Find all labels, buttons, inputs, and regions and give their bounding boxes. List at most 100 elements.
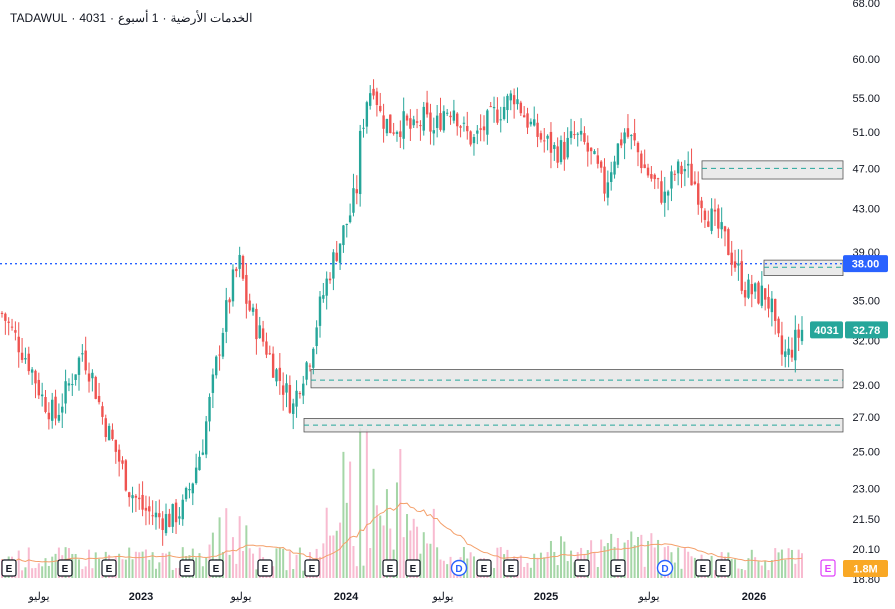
earnings-event-marker[interactable]: E bbox=[257, 559, 273, 577]
candle bbox=[144, 495, 148, 526]
candle bbox=[690, 148, 693, 186]
candle bbox=[14, 321, 17, 341]
candle bbox=[369, 85, 372, 110]
volume-bar bbox=[523, 566, 526, 578]
candle bbox=[74, 374, 77, 386]
volume-bar bbox=[278, 547, 281, 578]
volume-bar bbox=[636, 536, 639, 578]
candle bbox=[24, 347, 27, 364]
earnings-event-marker[interactable]: E bbox=[382, 559, 398, 577]
candle bbox=[134, 493, 138, 513]
candle bbox=[415, 108, 419, 129]
price-zone[interactable] bbox=[310, 369, 844, 389]
candle bbox=[422, 101, 425, 136]
candle bbox=[697, 171, 700, 215]
dividend-event-marker[interactable]: D bbox=[450, 559, 468, 577]
candle bbox=[680, 161, 683, 188]
candle bbox=[111, 423, 114, 441]
volume-bar bbox=[298, 547, 301, 578]
volume-bar bbox=[760, 565, 763, 578]
candle bbox=[760, 271, 764, 309]
svg-text:E: E bbox=[184, 564, 191, 575]
candle bbox=[469, 130, 472, 147]
candle bbox=[630, 134, 633, 150]
candle bbox=[127, 491, 131, 507]
volume-bar bbox=[134, 551, 137, 578]
volume-bar bbox=[764, 560, 767, 578]
candle bbox=[47, 402, 51, 430]
candle bbox=[251, 303, 255, 316]
earnings-event-marker[interactable]: E bbox=[304, 559, 320, 577]
earnings-event-marker[interactable]: E bbox=[610, 559, 626, 577]
earnings-event-marker[interactable]: E bbox=[57, 559, 73, 577]
dividend-event-marker[interactable]: D bbox=[656, 559, 674, 577]
candle bbox=[553, 142, 556, 161]
price-zone[interactable] bbox=[701, 160, 844, 180]
earnings-event-marker[interactable]: E bbox=[1, 559, 17, 577]
time-tick-label: يوليو bbox=[27, 591, 49, 603]
candle bbox=[445, 108, 449, 117]
earnings-event-marker[interactable]: E bbox=[476, 559, 492, 577]
candle bbox=[409, 109, 412, 142]
price-tick-label: 23.00 bbox=[852, 484, 880, 496]
symbol-label[interactable]: 4031 bbox=[79, 11, 107, 25]
earnings-calendar-icon[interactable]: E bbox=[820, 559, 836, 577]
candle bbox=[121, 456, 124, 470]
volume-bar bbox=[784, 559, 787, 578]
interval-label[interactable]: 1 أسبوع bbox=[118, 11, 159, 25]
volume-bar bbox=[626, 539, 629, 578]
earnings-event-marker[interactable]: E bbox=[574, 559, 590, 577]
candle bbox=[703, 208, 707, 229]
volume-bar bbox=[238, 516, 241, 578]
candle bbox=[660, 170, 663, 205]
volume-bar bbox=[526, 562, 529, 578]
candle bbox=[576, 132, 579, 147]
candle bbox=[231, 264, 235, 307]
price-zone[interactable] bbox=[303, 418, 844, 433]
time-axis[interactable]: يوليو 2023 يوليو 2024 يوليو 2025 يوليو 2026 bbox=[27, 591, 766, 603]
candle bbox=[767, 284, 770, 318]
earnings-event-marker[interactable]: E bbox=[101, 559, 117, 577]
time-tick-label: يوليو bbox=[229, 591, 251, 603]
candle bbox=[91, 369, 94, 392]
candle bbox=[281, 372, 285, 411]
candle bbox=[646, 163, 650, 178]
svg-text:D: D bbox=[455, 564, 462, 575]
volume-bar bbox=[737, 568, 740, 578]
earnings-event-marker[interactable]: E bbox=[179, 559, 195, 577]
earnings-event-marker[interactable]: E bbox=[405, 559, 421, 577]
price-axis[interactable]: 68.0060.0055.0051.0047.0043.0039.0035.00… bbox=[852, 0, 880, 586]
volume-bar bbox=[81, 568, 84, 578]
volume-bar bbox=[248, 548, 251, 578]
volume-bar bbox=[17, 550, 20, 578]
volume-bar bbox=[780, 549, 783, 578]
candle bbox=[774, 298, 777, 335]
candle bbox=[278, 353, 282, 395]
volume-bar bbox=[235, 563, 238, 578]
earnings-event-marker[interactable]: E bbox=[208, 559, 224, 577]
candle bbox=[583, 126, 586, 145]
candle bbox=[419, 120, 422, 141]
volume-bar bbox=[94, 552, 97, 578]
candle bbox=[225, 287, 228, 344]
volume-bar bbox=[339, 522, 342, 578]
earnings-event-marker[interactable]: E bbox=[503, 559, 519, 577]
time-tick-label: يوليو bbox=[637, 591, 659, 603]
price-zone[interactable] bbox=[763, 259, 844, 276]
candles-layer bbox=[0, 79, 804, 546]
candle bbox=[512, 88, 516, 119]
candle bbox=[114, 439, 118, 464]
volume-bar bbox=[218, 517, 221, 578]
volume-bar bbox=[422, 532, 425, 578]
level-price-badge: 38.00 bbox=[843, 255, 888, 273]
candle bbox=[720, 207, 723, 239]
earnings-event-marker[interactable]: E bbox=[695, 559, 711, 577]
candle bbox=[164, 503, 168, 536]
candle bbox=[302, 375, 305, 405]
candle bbox=[191, 482, 194, 506]
candle bbox=[124, 459, 128, 492]
earnings-event-marker[interactable]: E bbox=[715, 559, 731, 577]
candle bbox=[201, 439, 205, 456]
volume-bar bbox=[747, 558, 750, 578]
